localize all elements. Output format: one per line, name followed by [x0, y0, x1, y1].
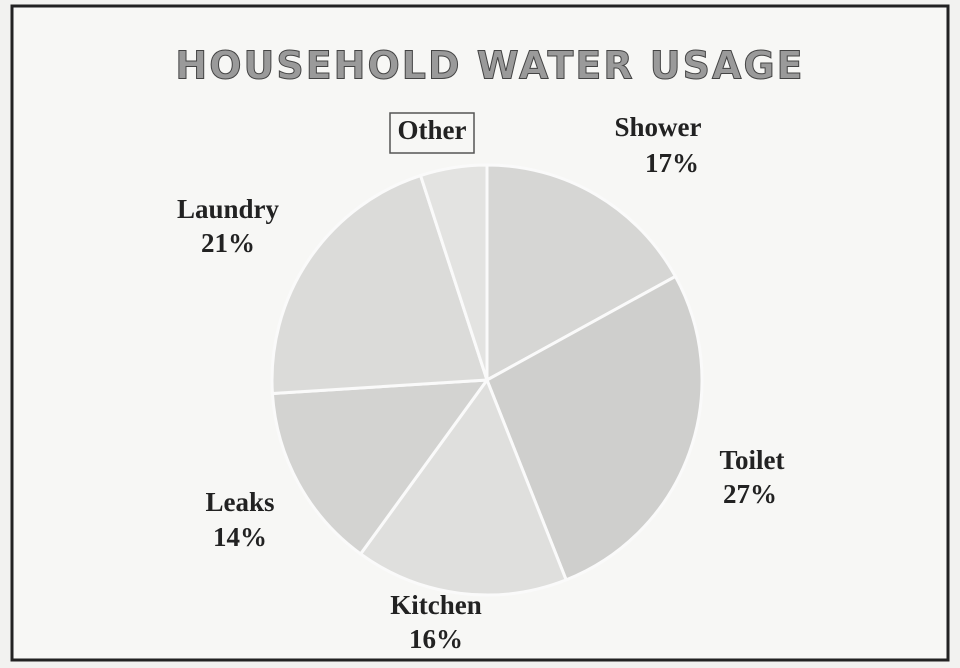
pie-slice	[485, 163, 678, 383]
value-label: 27%	[723, 479, 777, 509]
chart-title: HOUSEHOLD WATER USAGE	[175, 44, 804, 88]
value-label: 17%	[645, 148, 699, 178]
pie-slice	[418, 163, 489, 381]
label-box	[389, 112, 475, 154]
category-label: Kitchen	[390, 590, 482, 620]
pie-slice	[358, 376, 569, 597]
value-label: 16%	[409, 624, 463, 654]
category-label: Toilet	[719, 445, 784, 475]
category-label: Leaks	[205, 487, 274, 517]
category-label: Laundry	[177, 194, 280, 224]
pie-slice	[270, 378, 491, 557]
value-label: 21%	[201, 228, 255, 258]
pie-slice	[485, 274, 704, 582]
pie-slice	[270, 173, 490, 396]
category-label: Other	[398, 115, 467, 145]
value-label: 14%	[213, 522, 267, 552]
category-label: Shower	[615, 112, 702, 142]
